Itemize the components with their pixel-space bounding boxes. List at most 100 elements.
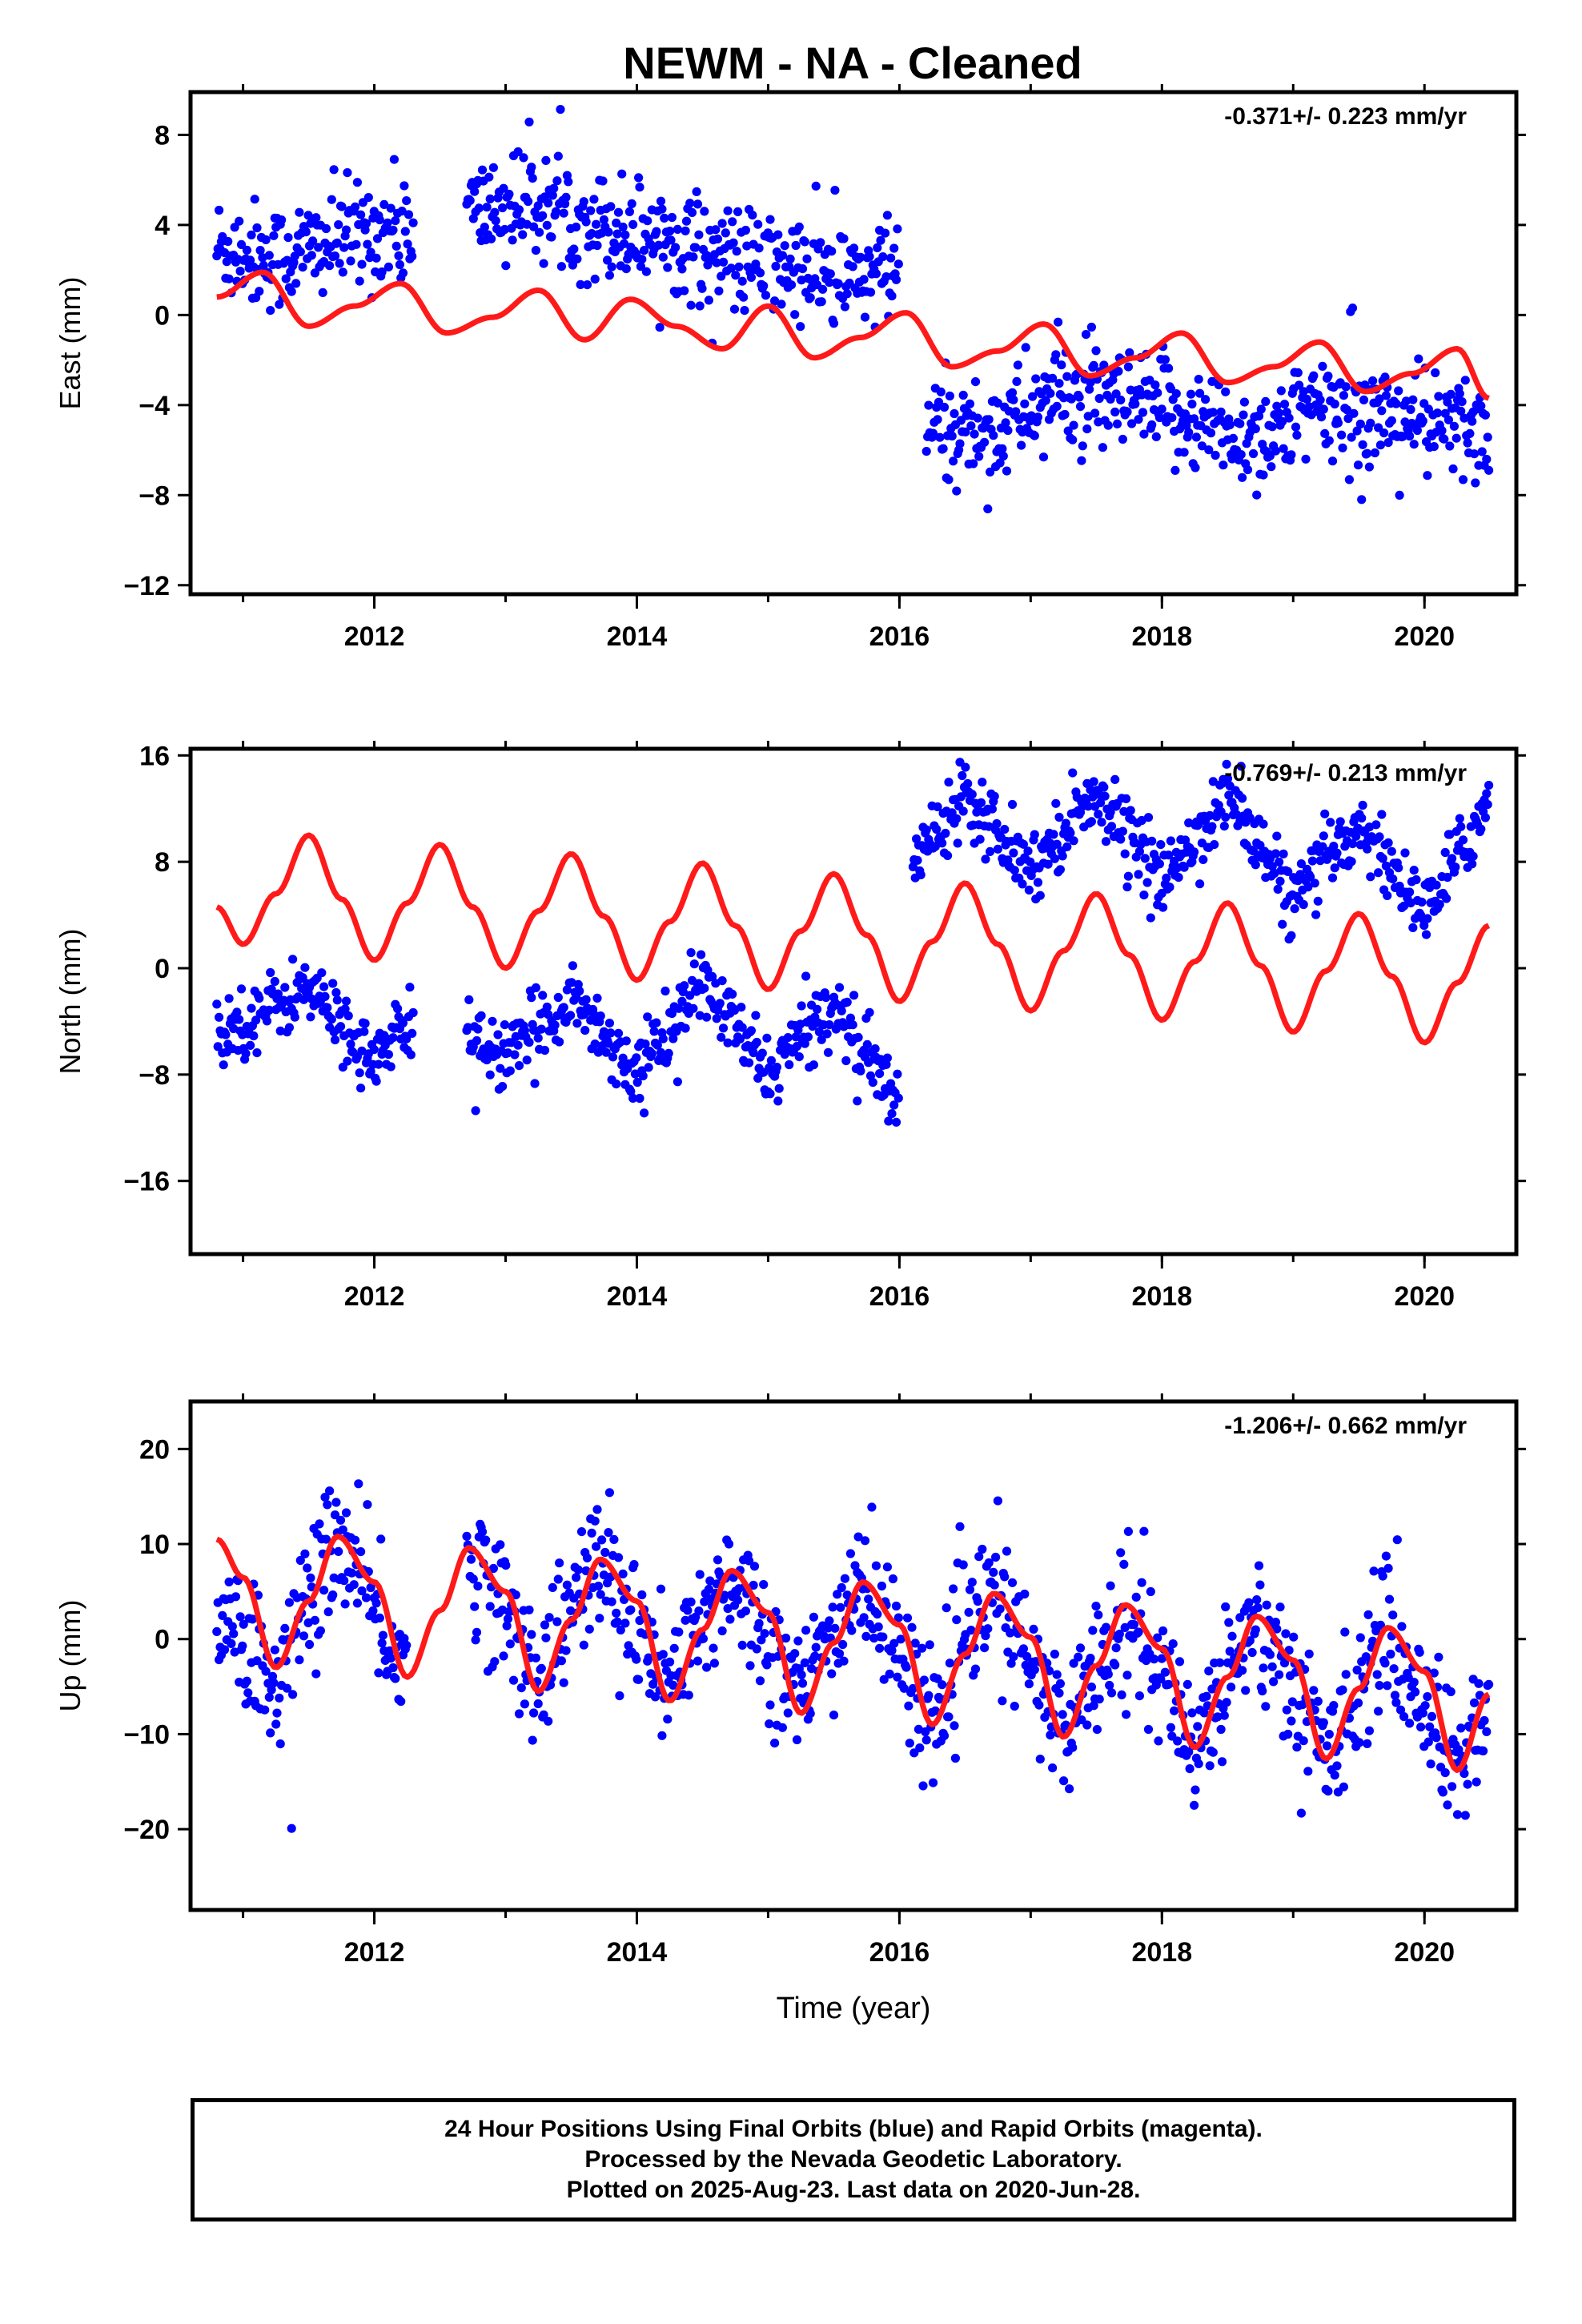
data-point <box>360 1019 370 1028</box>
data-point <box>1122 1671 1132 1680</box>
data-point <box>1480 1715 1489 1726</box>
data-point <box>1041 396 1050 405</box>
data-point <box>656 1584 666 1594</box>
data-point <box>397 207 407 216</box>
data-point <box>928 428 938 438</box>
data-point <box>522 1055 532 1065</box>
data-point <box>606 202 616 211</box>
data-point <box>530 1079 540 1088</box>
data-point <box>1194 1759 1203 1768</box>
data-point <box>893 224 902 234</box>
data-point <box>749 1580 758 1590</box>
data-point <box>1392 1535 1402 1545</box>
data-point <box>1195 879 1205 889</box>
data-point <box>303 1563 312 1573</box>
data-point <box>1330 399 1339 409</box>
data-point <box>1474 1679 1484 1688</box>
data-point <box>1443 872 1452 883</box>
data-point <box>1219 460 1228 470</box>
data-point <box>875 1069 885 1079</box>
data-point <box>1202 1691 1211 1701</box>
data-point <box>1353 460 1363 470</box>
data-point <box>681 1615 690 1625</box>
data-point <box>773 1096 783 1106</box>
data-point <box>876 235 885 245</box>
data-point <box>805 293 815 303</box>
data-point <box>1384 1594 1395 1604</box>
data-point <box>376 1534 386 1544</box>
data-point <box>1154 1736 1163 1746</box>
data-point <box>590 1516 600 1526</box>
data-point <box>1322 1741 1332 1751</box>
data-point <box>1421 930 1431 939</box>
data-point <box>1458 835 1468 845</box>
data-point <box>314 243 323 252</box>
data-point <box>691 243 701 252</box>
data-point <box>1002 1546 1012 1556</box>
data-point <box>369 1045 379 1055</box>
data-point <box>1418 1708 1427 1718</box>
data-point <box>925 1640 934 1650</box>
data-point <box>649 1027 659 1036</box>
data-point <box>1199 854 1208 864</box>
data-point <box>300 1549 310 1558</box>
data-point <box>499 1651 508 1661</box>
data-point <box>746 1026 757 1035</box>
data-point <box>1456 1723 1466 1733</box>
data-point <box>773 230 783 239</box>
data-point <box>303 211 313 220</box>
data-point <box>980 1643 990 1653</box>
data-point <box>474 203 484 213</box>
data-point <box>524 117 534 127</box>
data-point <box>1026 857 1035 866</box>
data-point <box>1160 355 1170 364</box>
data-point <box>842 1590 852 1600</box>
data-point <box>823 1623 833 1633</box>
data-point <box>503 1048 513 1058</box>
data-point <box>618 1053 628 1063</box>
y-tick-label: 0 <box>155 300 170 331</box>
data-point <box>1261 396 1271 406</box>
data-point <box>1355 1738 1364 1747</box>
data-point <box>955 1522 965 1531</box>
data-point <box>1195 388 1205 398</box>
data-point <box>889 243 899 253</box>
plot-frame <box>188 1399 1519 1912</box>
data-point <box>539 259 548 268</box>
data-point <box>695 1011 705 1020</box>
data-point <box>910 1638 920 1648</box>
data-point <box>1156 1675 1166 1684</box>
data-point <box>680 981 689 991</box>
data-point <box>212 251 222 261</box>
data-point <box>853 1532 863 1542</box>
data-point <box>1127 419 1137 428</box>
data-point <box>1063 426 1073 436</box>
data-point <box>229 1023 239 1034</box>
data-point <box>891 1601 901 1611</box>
data-point <box>1359 395 1369 404</box>
data-point <box>504 189 514 199</box>
data-point <box>881 228 890 238</box>
data-point <box>242 1676 251 1686</box>
data-point <box>700 983 709 993</box>
data-point <box>275 1739 285 1749</box>
x-tick-label: 2020 <box>1394 1937 1455 1968</box>
data-point <box>1291 422 1301 432</box>
data-point <box>717 219 727 228</box>
data-point <box>404 210 414 219</box>
data-point <box>864 1594 873 1604</box>
data-point <box>1374 1707 1383 1716</box>
data-point <box>724 1539 734 1549</box>
data-point <box>247 230 256 239</box>
data-point <box>840 302 849 312</box>
data-point <box>1259 819 1268 829</box>
data-point <box>359 1027 369 1036</box>
data-point <box>1068 768 1078 778</box>
data-point <box>791 1032 801 1042</box>
data-point <box>553 151 563 161</box>
data-point <box>875 1643 885 1653</box>
data-point <box>1160 1667 1170 1677</box>
data-point <box>1130 399 1140 408</box>
data-point <box>837 1582 846 1593</box>
data-point <box>514 205 524 215</box>
